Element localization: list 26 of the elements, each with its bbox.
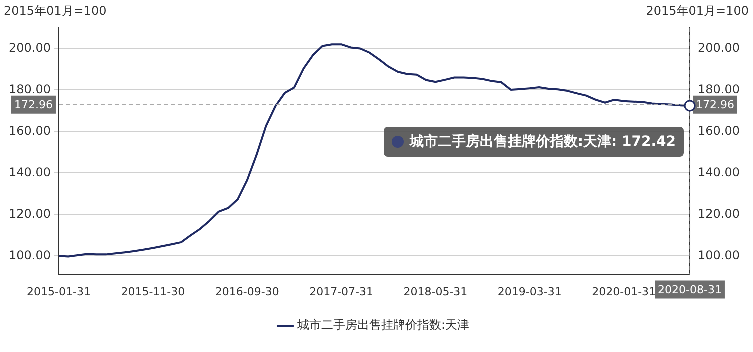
x-tick-label: 2016-09-30 <box>215 285 280 298</box>
ref-line-label: 172.96 <box>14 98 53 112</box>
y-tick-label: 140.00 <box>8 165 51 180</box>
y-tick-label: 200.00 <box>8 40 51 55</box>
x-tick-label: 2017-07-31 <box>310 285 374 298</box>
x-tick-label: 2020-01-31 <box>592 285 656 298</box>
y-tick-label: 120.00 <box>8 206 51 221</box>
y2-tick-label: 200.00 <box>698 40 740 55</box>
y2-tick-label: 180.00 <box>698 82 740 96</box>
y2-tick-label: 160.00 <box>698 124 740 138</box>
y-axis-title: 2015年01月=100 <box>4 4 107 18</box>
x-tick-label: 2019-03-31 <box>498 285 562 298</box>
y-tick-label: 100.00 <box>8 248 51 262</box>
y2-tick-label: 140.00 <box>698 165 740 180</box>
y2-tick-label: 100.00 <box>698 248 740 262</box>
legend-label: 城市二手房出售挂牌价指数:天津 <box>296 318 470 332</box>
text: 172.96 <box>696 98 735 112</box>
x-tick-label: 2018-05-31 <box>404 285 468 298</box>
x-tick-label: 2015-01-31 <box>27 285 91 298</box>
x-tick-label: 2015-11-30 <box>121 285 186 298</box>
x-tick-label: 2020-08-31 <box>658 284 722 297</box>
annotation: 城市二手房出售挂牌价指数:天津: 172.42 <box>410 132 676 151</box>
y-tick-label: 160.00 <box>8 124 51 138</box>
y2-tick-label: 120.00 <box>698 206 740 221</box>
y-tick-label: 180.00 <box>8 82 51 96</box>
y2-axis-title: 2015年01月=100 <box>646 4 749 18</box>
